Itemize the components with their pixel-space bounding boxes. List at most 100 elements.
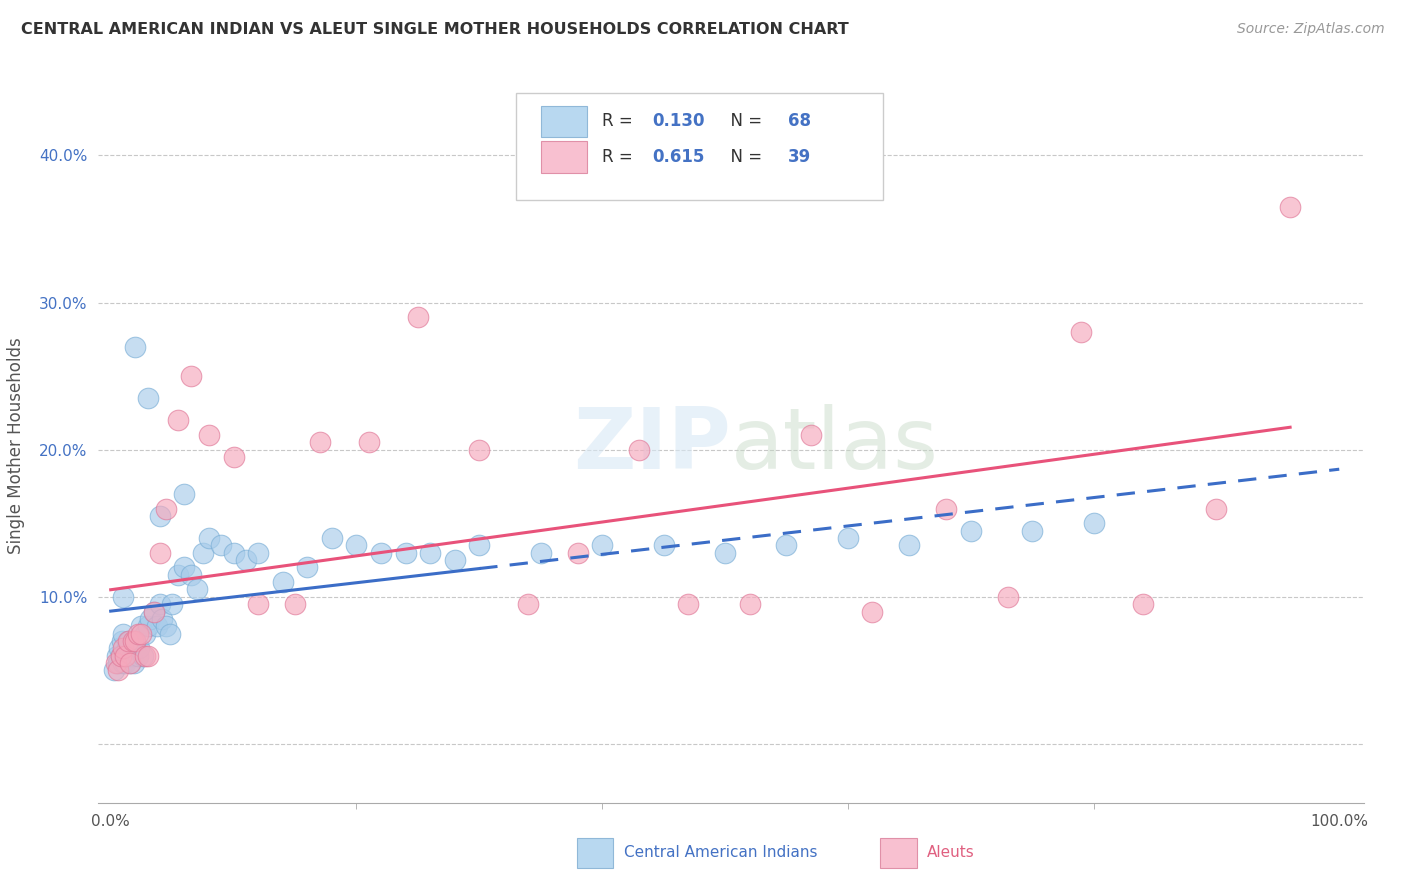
Point	[800, 428, 823, 442]
Point	[121, 634, 143, 648]
Point	[142, 605, 165, 619]
Point	[517, 597, 540, 611]
Text: 0.130: 0.130	[652, 112, 706, 130]
Point	[117, 648, 139, 663]
Text: Source: ZipAtlas.com: Source: ZipAtlas.com	[1237, 22, 1385, 37]
Text: 0.615: 0.615	[652, 148, 704, 166]
Point	[134, 648, 156, 663]
Point	[652, 538, 675, 552]
Point	[406, 310, 429, 325]
Point	[149, 508, 172, 523]
Point	[149, 546, 172, 560]
Point	[394, 546, 416, 560]
Point	[198, 531, 221, 545]
Point	[111, 656, 134, 670]
Point	[105, 648, 128, 663]
Point	[247, 546, 270, 560]
Point	[121, 641, 143, 656]
Point	[222, 546, 245, 560]
Point	[118, 641, 141, 656]
Point	[627, 442, 650, 457]
Point	[297, 560, 319, 574]
Point	[1083, 516, 1105, 531]
Text: Central American Indians: Central American Indians	[623, 846, 817, 860]
Point	[1021, 524, 1043, 538]
Point	[1279, 200, 1302, 214]
Point	[357, 435, 380, 450]
Point	[676, 597, 699, 611]
Point	[103, 664, 125, 678]
Point	[112, 648, 135, 663]
Point	[117, 634, 139, 648]
FancyBboxPatch shape	[541, 141, 586, 173]
Point	[530, 546, 553, 560]
Point	[114, 648, 136, 663]
Point	[107, 664, 129, 678]
Point	[173, 487, 195, 501]
Point	[111, 626, 134, 640]
Point	[160, 597, 183, 611]
Point	[131, 648, 153, 663]
Point	[222, 450, 245, 464]
Point	[567, 546, 589, 560]
Point	[308, 435, 330, 450]
Point	[124, 641, 146, 656]
Text: ZIP: ZIP	[574, 404, 731, 488]
Point	[115, 641, 138, 656]
Point	[155, 619, 177, 633]
Point	[136, 648, 159, 663]
Point	[111, 590, 134, 604]
Point	[180, 567, 202, 582]
Point	[284, 597, 307, 611]
Point	[120, 656, 142, 670]
Point	[1205, 501, 1227, 516]
Point	[127, 648, 149, 663]
Point	[127, 626, 149, 640]
Point	[271, 575, 294, 590]
FancyBboxPatch shape	[880, 838, 917, 868]
Point	[114, 656, 136, 670]
Point	[104, 656, 127, 670]
Point	[443, 553, 465, 567]
Text: Aleuts: Aleuts	[928, 846, 974, 860]
Point	[209, 538, 232, 552]
Point	[959, 524, 981, 538]
Point	[198, 428, 221, 442]
Text: 39: 39	[789, 148, 811, 166]
Point	[142, 605, 165, 619]
Text: 68: 68	[789, 112, 811, 130]
Point	[1132, 597, 1154, 611]
Point	[167, 567, 190, 582]
Y-axis label: Single Mother Households: Single Mother Households	[7, 338, 25, 554]
Point	[714, 546, 737, 560]
Point	[837, 531, 859, 545]
Point	[180, 369, 202, 384]
Point	[111, 634, 134, 648]
Point	[235, 553, 257, 567]
Point	[1070, 325, 1092, 339]
Text: CENTRAL AMERICAN INDIAN VS ALEUT SINGLE MOTHER HOUSEHOLDS CORRELATION CHART: CENTRAL AMERICAN INDIAN VS ALEUT SINGLE …	[21, 22, 849, 37]
Point	[118, 634, 141, 648]
Point	[775, 538, 797, 552]
Point	[111, 641, 134, 656]
Text: R =: R =	[602, 112, 638, 130]
Point	[321, 531, 343, 545]
Point	[146, 619, 169, 633]
Point	[898, 538, 921, 552]
Point	[110, 648, 132, 663]
Point	[136, 619, 159, 633]
Point	[107, 656, 129, 670]
Point	[167, 413, 190, 427]
Point	[149, 597, 172, 611]
FancyBboxPatch shape	[516, 93, 883, 200]
Point	[128, 641, 150, 656]
Text: N =: N =	[720, 148, 768, 166]
Point	[159, 626, 181, 640]
Point	[468, 538, 491, 552]
Point	[935, 501, 957, 516]
Point	[344, 538, 367, 552]
Point	[591, 538, 613, 552]
Point	[860, 605, 883, 619]
Point	[139, 612, 162, 626]
Point	[121, 648, 143, 663]
